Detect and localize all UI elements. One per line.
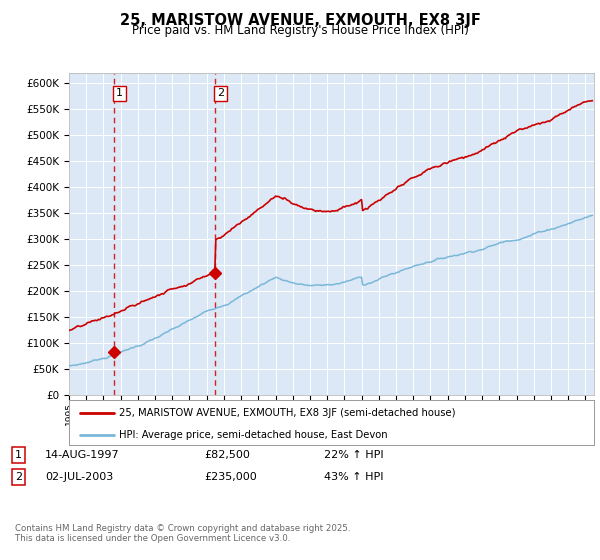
Text: 25, MARISTOW AVENUE, EXMOUTH, EX8 3JF (semi-detached house): 25, MARISTOW AVENUE, EXMOUTH, EX8 3JF (s… <box>119 408 455 418</box>
Text: 2: 2 <box>15 472 22 482</box>
Text: Price paid vs. HM Land Registry's House Price Index (HPI): Price paid vs. HM Land Registry's House … <box>131 24 469 36</box>
Text: 02-JUL-2003: 02-JUL-2003 <box>45 472 113 482</box>
Text: 2: 2 <box>217 88 224 99</box>
Text: HPI: Average price, semi-detached house, East Devon: HPI: Average price, semi-detached house,… <box>119 430 388 440</box>
Text: £82,500: £82,500 <box>204 450 250 460</box>
Text: 1: 1 <box>15 450 22 460</box>
Text: 43% ↑ HPI: 43% ↑ HPI <box>324 472 383 482</box>
Text: 1: 1 <box>116 88 123 99</box>
Text: £235,000: £235,000 <box>204 472 257 482</box>
Text: 14-AUG-1997: 14-AUG-1997 <box>45 450 119 460</box>
Text: Contains HM Land Registry data © Crown copyright and database right 2025.
This d: Contains HM Land Registry data © Crown c… <box>15 524 350 543</box>
Text: 22% ↑ HPI: 22% ↑ HPI <box>324 450 383 460</box>
Text: 25, MARISTOW AVENUE, EXMOUTH, EX8 3JF: 25, MARISTOW AVENUE, EXMOUTH, EX8 3JF <box>119 13 481 28</box>
